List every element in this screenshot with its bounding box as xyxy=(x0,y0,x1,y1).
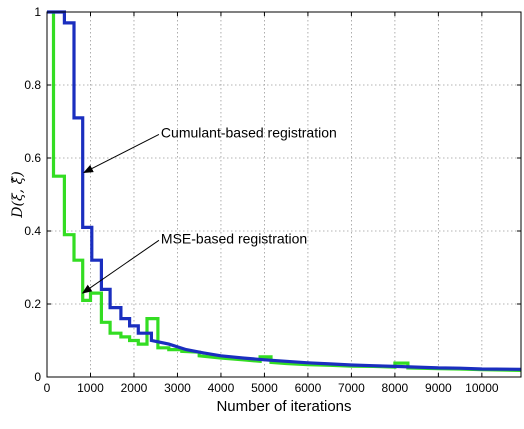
plot-frame xyxy=(46,11,522,378)
annotation-arrow xyxy=(81,239,160,294)
grid-layer xyxy=(46,11,521,378)
y-tick-label: 0 xyxy=(34,370,41,384)
y-tick-label: 0.4 xyxy=(24,224,41,238)
x-tick-label: 1000 xyxy=(77,381,104,395)
y-tick-label: 0.2 xyxy=(24,297,41,311)
x-tick-label: 9000 xyxy=(425,381,452,395)
series-line xyxy=(47,10,522,371)
series-line xyxy=(51,12,522,372)
x-tick-label: 5000 xyxy=(251,381,278,395)
series-layer xyxy=(47,10,522,372)
y-tick-label: 0.8 xyxy=(24,78,41,92)
x-tick-label: 8000 xyxy=(382,381,409,395)
tick-layer: 0 1000 2000 3000 4000 5000 6000 7000 8000 9000 100… xyxy=(24,5,521,395)
x-tick-label: 2000 xyxy=(121,381,148,395)
x-tick-label: 0 xyxy=(44,381,51,395)
annotation-layer: Cumulant-based registration MSE-based reg… xyxy=(81,124,337,294)
x-tick-label: 10000 xyxy=(465,381,499,395)
x-axis-label: Number of iterations xyxy=(216,398,351,415)
x-tick-label: 6000 xyxy=(295,381,322,395)
x-tick-label: 4000 xyxy=(208,381,235,395)
annotation-arrow xyxy=(83,134,160,174)
annotation-label: MSE-based registration xyxy=(161,230,307,246)
annotation-label: Cumulant-based registration xyxy=(161,124,337,140)
x-tick-label: 7000 xyxy=(338,381,365,395)
y-tick-label: 1 xyxy=(34,5,41,19)
x-tick-label: 3000 xyxy=(164,381,191,395)
y-tick-label: 0.6 xyxy=(24,151,41,165)
y-axis-label: D(ξ, ξ̂) xyxy=(10,171,26,218)
